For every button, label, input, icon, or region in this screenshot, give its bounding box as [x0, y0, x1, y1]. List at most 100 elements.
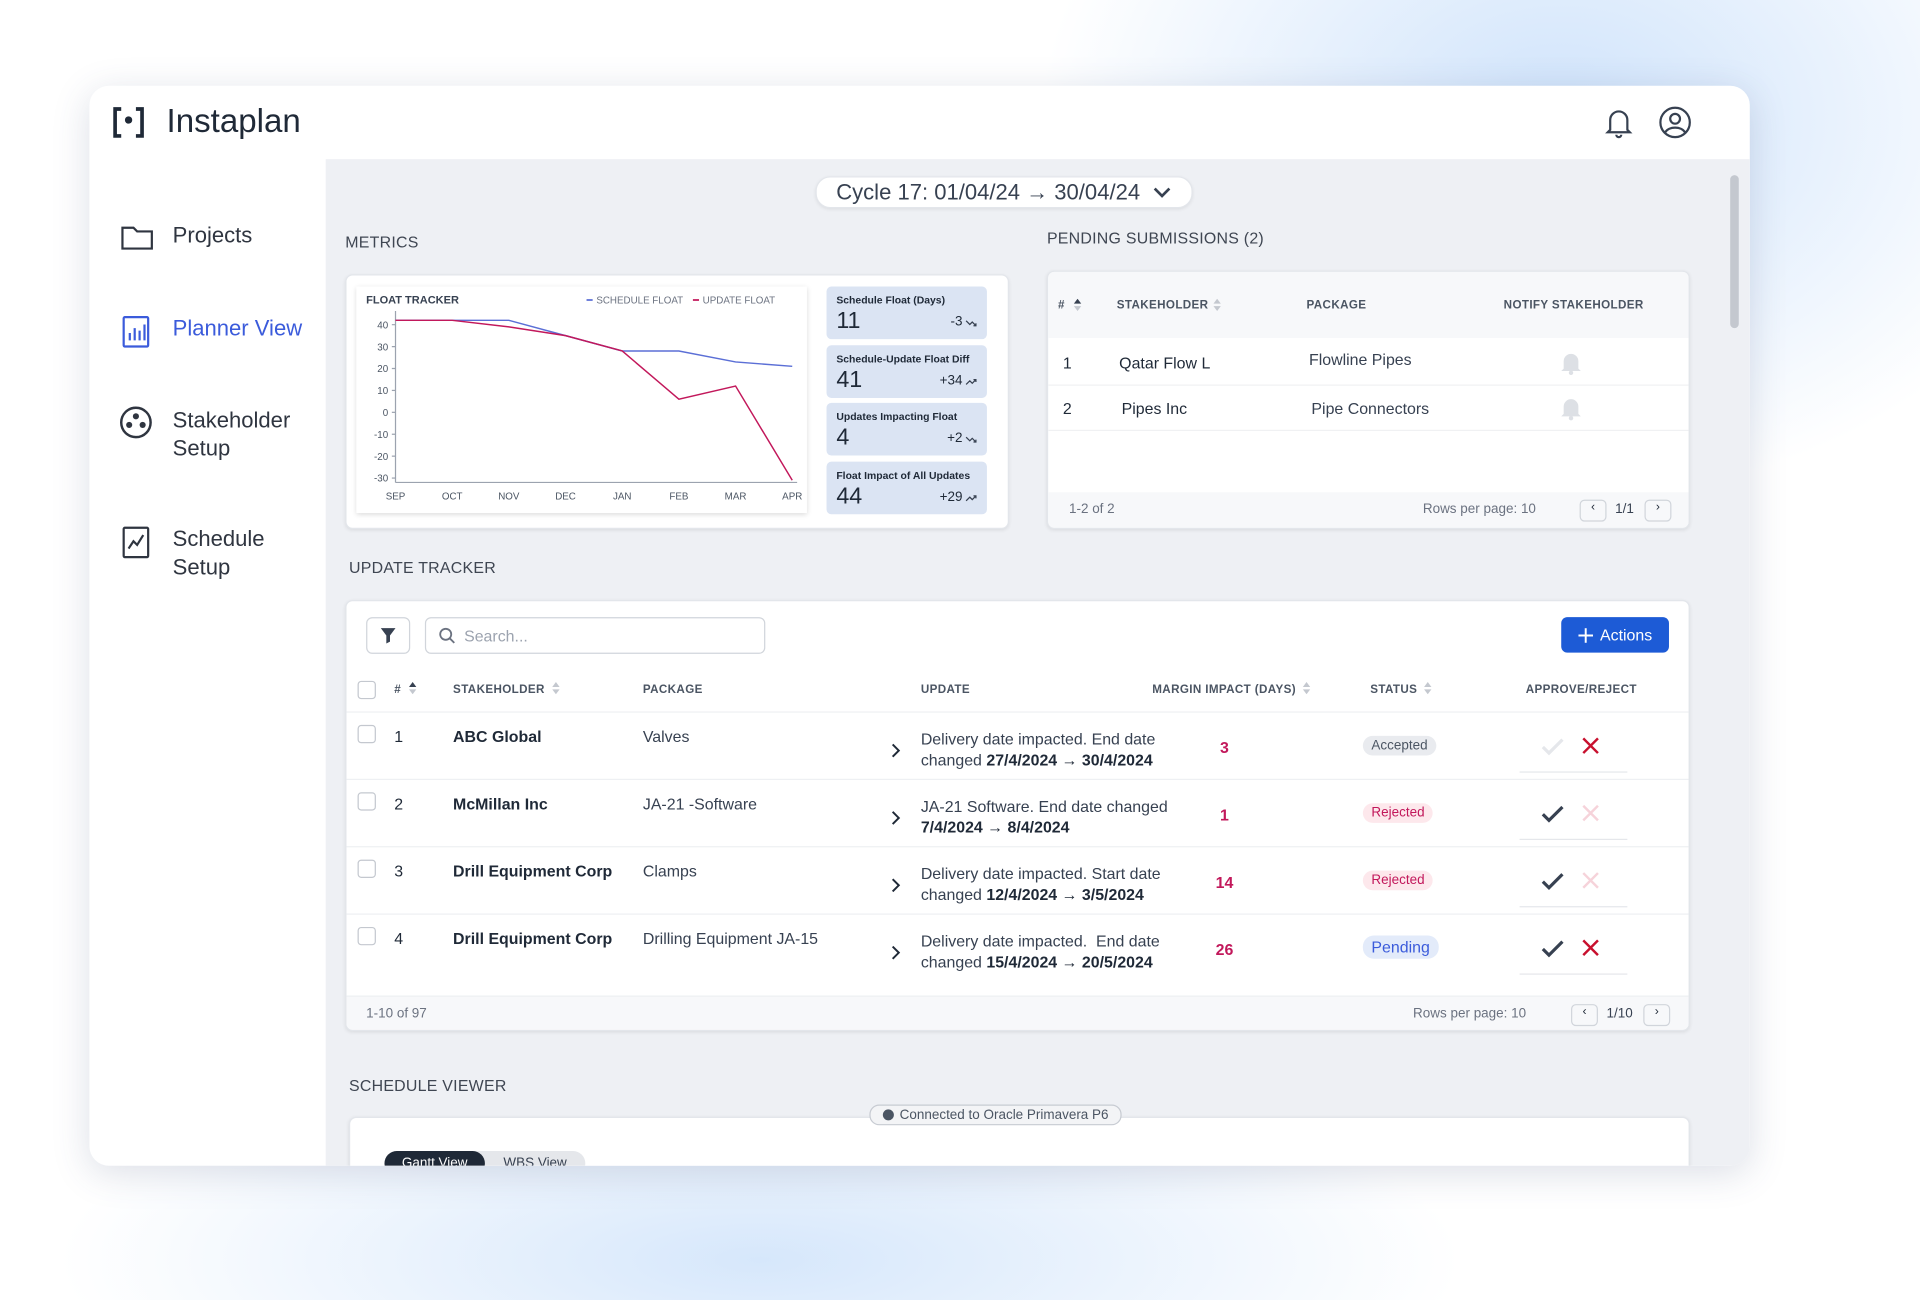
- row-checkbox[interactable]: [357, 724, 376, 744]
- section-title: UPDATE TRACKER: [348, 558, 496, 577]
- column-header: #: [394, 683, 402, 697]
- sort-icon: [1213, 298, 1221, 312]
- rows-per-page[interactable]: Rows per page: 10: [1413, 1006, 1527, 1022]
- update-text: Delivery date impacted. End date changed…: [921, 931, 1184, 973]
- sort-icon: [1424, 682, 1432, 695]
- cell: Qatar Flow L: [1119, 353, 1211, 373]
- row-checkbox[interactable]: [357, 792, 376, 811]
- reject-button[interactable]: [1581, 803, 1601, 823]
- bell-button[interactable]: [1604, 105, 1633, 139]
- nav-icon: [120, 406, 152, 439]
- expand-button[interactable]: [890, 944, 902, 961]
- y-tick-label: 10: [377, 386, 388, 397]
- y-tick-label: -30: [374, 474, 389, 485]
- table-footer: [1048, 492, 1689, 528]
- chevron: [1153, 187, 1171, 198]
- update-description: Delivery date impacted. End date changed: [920, 931, 1165, 972]
- rows-per-page[interactable]: Rows per page: 10: [1422, 502, 1536, 517]
- column-header: STAKEHOLDER: [453, 683, 545, 697]
- approve-button[interactable]: [1540, 939, 1564, 959]
- header-checkbox[interactable]: [357, 680, 376, 700]
- search-input[interactable]: Search...: [424, 617, 766, 654]
- x-tick-label: JAN: [613, 492, 631, 503]
- approve-button[interactable]: [1540, 804, 1564, 824]
- update-description: Delivery date impacted. Start date chang…: [920, 864, 1166, 904]
- kpi-delta: +34: [939, 372, 963, 388]
- main: Cycle 17: 01/04/24 → 30/04/24 METRICS FL…: [325, 159, 1750, 1166]
- update-dates: 15/4/2024 → 20/5/2024: [986, 952, 1153, 972]
- reject-button[interactable]: [1581, 938, 1601, 958]
- kpi-trend-icon: [965, 494, 977, 501]
- kpi-card: Float Impact of All Updates 44 +29: [826, 461, 987, 514]
- tab[interactable]: Gantt View: [384, 1151, 485, 1166]
- x-tick-label: OCT: [442, 492, 463, 503]
- column-header: #: [1057, 298, 1065, 313]
- nav-item[interactable]: Schedule Setup: [119, 524, 315, 585]
- cell: McMillan Inc: [453, 794, 548, 814]
- notify-button[interactable]: [1559, 394, 1583, 421]
- kpi-card: Schedule-Update Float Diff 41 +34: [826, 344, 987, 398]
- nav-item[interactable]: Projects: [119, 220, 315, 281]
- section-title: METRICS: [345, 232, 419, 252]
- column-header: APPROVE/REJECT: [1525, 683, 1637, 697]
- table-footer: [346, 995, 1689, 1030]
- nav-item[interactable]: Stakeholder Setup: [119, 405, 315, 466]
- update-text: Delivery date impacted. Start date chang…: [921, 863, 1184, 905]
- cell: 1: [1062, 353, 1072, 373]
- margin-impact: 1: [1220, 805, 1229, 825]
- expand-button[interactable]: [890, 809, 902, 826]
- cell: Pipes Inc: [1121, 399, 1188, 418]
- page-prev[interactable]: ‹: [1571, 1004, 1598, 1027]
- sidebar: Projects Planner View Stakeholder Setup Sch…: [89, 159, 325, 1166]
- metrics-card: FLOAT TRACKER 40 30 20 10 0 -10 -20 -30 SEP OCT NO…: [345, 274, 1009, 529]
- status-badge: Rejected: [1362, 803, 1434, 823]
- kpi-trend-icon: [965, 436, 977, 443]
- notify-button[interactable]: [1559, 349, 1583, 376]
- y-tick-label: 0: [383, 408, 389, 419]
- chart-title: FLOAT TRACKER: [366, 295, 459, 307]
- status-badge: Pending: [1362, 935, 1439, 959]
- nav-label: Planner View: [172, 315, 303, 341]
- cycle-selector[interactable]: Cycle 17: 01/04/24 → 30/04/24: [815, 176, 1193, 209]
- nav-icon: [121, 226, 153, 250]
- sort-icon: [1302, 682, 1311, 695]
- user-button[interactable]: [1658, 105, 1692, 139]
- column-header: MARGIN IMPACT (DAYS): [1152, 683, 1296, 697]
- column-header: STATUS: [1370, 683, 1418, 697]
- nav-label: Projects: [172, 222, 253, 248]
- kpi-title: Float Impact of All Updates: [836, 468, 971, 481]
- x-tick-label: DEC: [555, 492, 576, 503]
- y-tick-label: -10: [374, 430, 389, 441]
- row-checkbox[interactable]: [357, 859, 376, 878]
- reject-button[interactable]: [1581, 871, 1601, 891]
- approve-button[interactable]: [1540, 872, 1564, 892]
- tab[interactable]: WBS View: [503, 1155, 567, 1166]
- actions-button[interactable]: Actions: [1561, 617, 1669, 653]
- update-description: Delivery date impacted. End date changed: [920, 729, 1160, 769]
- nav-label: Schedule Setup: [172, 526, 265, 580]
- kpi-trend-icon: [965, 320, 977, 327]
- expand-button[interactable]: [890, 742, 902, 759]
- page-prev[interactable]: ‹: [1579, 499, 1607, 522]
- cell: Drill Equipment Corp: [453, 862, 613, 881]
- search-icon: [439, 627, 455, 644]
- page-next[interactable]: ›: [1643, 1004, 1671, 1027]
- actions-label: Actions: [1600, 625, 1653, 645]
- column-header: NOTIFY STAKEHOLDER: [1503, 298, 1644, 313]
- page-next[interactable]: ›: [1644, 499, 1672, 522]
- row-checkbox[interactable]: [357, 926, 376, 946]
- table-row: 1 Qatar Flow L Flowline Pipes: [1048, 339, 1689, 386]
- reject-button[interactable]: [1581, 736, 1601, 756]
- cell: JA-21 -Software: [642, 794, 757, 814]
- cell: 2: [394, 794, 404, 814]
- x-tick-label: NOV: [498, 492, 520, 503]
- search-placeholder: Search...: [464, 626, 528, 646]
- connection-badge: Connected to Oracle Primavera P6: [869, 1104, 1122, 1126]
- action-group: [1519, 927, 1628, 975]
- filter-button[interactable]: [366, 617, 411, 654]
- approve-button[interactable]: [1540, 737, 1564, 757]
- expand-button[interactable]: [890, 877, 902, 894]
- table-row: 3 Drill Equipment Corp Clamps Delivery date…: [346, 846, 1689, 915]
- nav-item[interactable]: Planner View: [119, 313, 315, 374]
